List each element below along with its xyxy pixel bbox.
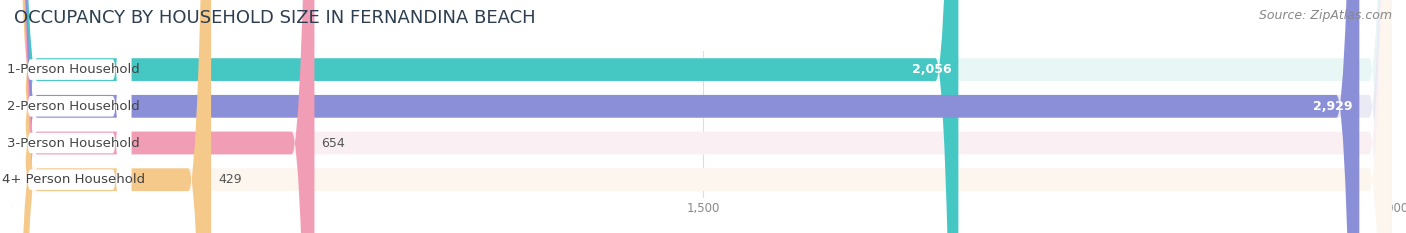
FancyBboxPatch shape xyxy=(11,0,131,233)
Text: 2,929: 2,929 xyxy=(1313,100,1353,113)
FancyBboxPatch shape xyxy=(14,0,1360,233)
Text: 654: 654 xyxy=(322,137,344,150)
Text: 2,056: 2,056 xyxy=(912,63,952,76)
FancyBboxPatch shape xyxy=(14,0,1392,233)
FancyBboxPatch shape xyxy=(11,0,131,233)
FancyBboxPatch shape xyxy=(14,0,315,233)
FancyBboxPatch shape xyxy=(14,0,959,233)
Text: 429: 429 xyxy=(218,173,242,186)
FancyBboxPatch shape xyxy=(14,0,1392,233)
Text: 1-Person Household: 1-Person Household xyxy=(7,63,141,76)
Text: 3-Person Household: 3-Person Household xyxy=(7,137,141,150)
FancyBboxPatch shape xyxy=(14,0,211,233)
FancyBboxPatch shape xyxy=(11,0,131,233)
Text: Source: ZipAtlas.com: Source: ZipAtlas.com xyxy=(1258,9,1392,22)
Text: OCCUPANCY BY HOUSEHOLD SIZE IN FERNANDINA BEACH: OCCUPANCY BY HOUSEHOLD SIZE IN FERNANDIN… xyxy=(14,9,536,27)
FancyBboxPatch shape xyxy=(14,0,1392,233)
FancyBboxPatch shape xyxy=(11,0,131,233)
Text: 4+ Person Household: 4+ Person Household xyxy=(3,173,145,186)
FancyBboxPatch shape xyxy=(14,0,1392,233)
Text: 2-Person Household: 2-Person Household xyxy=(7,100,141,113)
